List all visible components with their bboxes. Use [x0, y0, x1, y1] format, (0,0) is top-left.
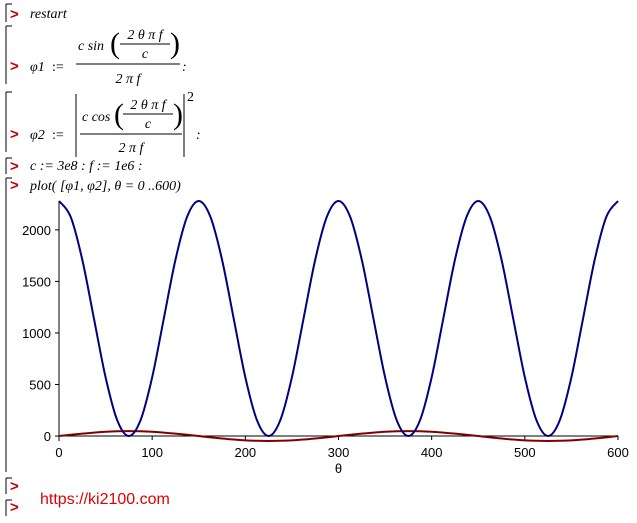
bracket: [5, 25, 12, 84]
inner-numerator: 2 θ π f: [127, 28, 164, 43]
lhs: φ1: [30, 60, 45, 75]
denominator: 2 π f: [119, 141, 146, 156]
prompt: >: [10, 177, 19, 194]
x-tick-label: 0: [55, 445, 62, 460]
x-tick-label: 400: [421, 445, 443, 460]
assign: :=: [52, 128, 64, 143]
prompt: >: [10, 126, 19, 143]
y-tick-label: 2000: [22, 223, 51, 238]
input-text: restart: [30, 7, 68, 22]
assign: :=: [52, 60, 64, 75]
bracket: [5, 177, 12, 472]
end: :: [182, 60, 187, 75]
x-axis-label: θ: [335, 461, 342, 476]
x-tick-label: 300: [328, 445, 350, 460]
prompt: >: [10, 158, 19, 175]
series-line: [58, 430, 619, 442]
bracket: [5, 91, 12, 152]
y-tick-label: 1000: [22, 326, 51, 341]
plot: 0 100 200 300 400 500 600 0 500 1000 1500 2000 θ: [22, 199, 629, 476]
y-tick-label: 0: [44, 429, 51, 444]
x-tick-label: 100: [141, 445, 163, 460]
inner-numerator: 2 θ π f: [130, 98, 167, 113]
x-tick-label: 500: [514, 445, 536, 460]
prompt: >: [10, 478, 19, 495]
inner-denominator: c: [142, 47, 149, 62]
bracket: [5, 3, 12, 22]
end: :: [196, 128, 201, 143]
x-tick-label: 200: [234, 445, 256, 460]
bracket: [5, 477, 12, 494]
prompt: >: [10, 499, 19, 516]
lhs: φ2: [30, 128, 45, 143]
power: 2: [187, 90, 194, 105]
bracket: [5, 499, 12, 516]
prompt: >: [10, 6, 19, 23]
watermark: https://ki2100.com: [40, 491, 170, 508]
y-tick-label: 500: [29, 378, 51, 393]
input-text: c := 3e8 : f := 1e6 :: [30, 159, 143, 174]
bracket: [5, 157, 12, 174]
paren: ): [173, 98, 183, 131]
paren: (: [114, 98, 124, 131]
series-line: [58, 199, 619, 438]
numerator: c sin: [78, 39, 104, 54]
y-tick-label: 1500: [22, 274, 51, 289]
x-tick-label: 600: [607, 445, 629, 460]
inner-denominator: c: [145, 117, 152, 132]
numerator: c cos: [82, 110, 111, 125]
prompt: >: [10, 58, 19, 75]
paren: ): [170, 27, 180, 60]
input-text: plot( [φ1, φ2], θ = 0 ..600): [29, 179, 181, 194]
denominator: 2 π f: [116, 72, 143, 87]
paren: (: [110, 27, 120, 60]
